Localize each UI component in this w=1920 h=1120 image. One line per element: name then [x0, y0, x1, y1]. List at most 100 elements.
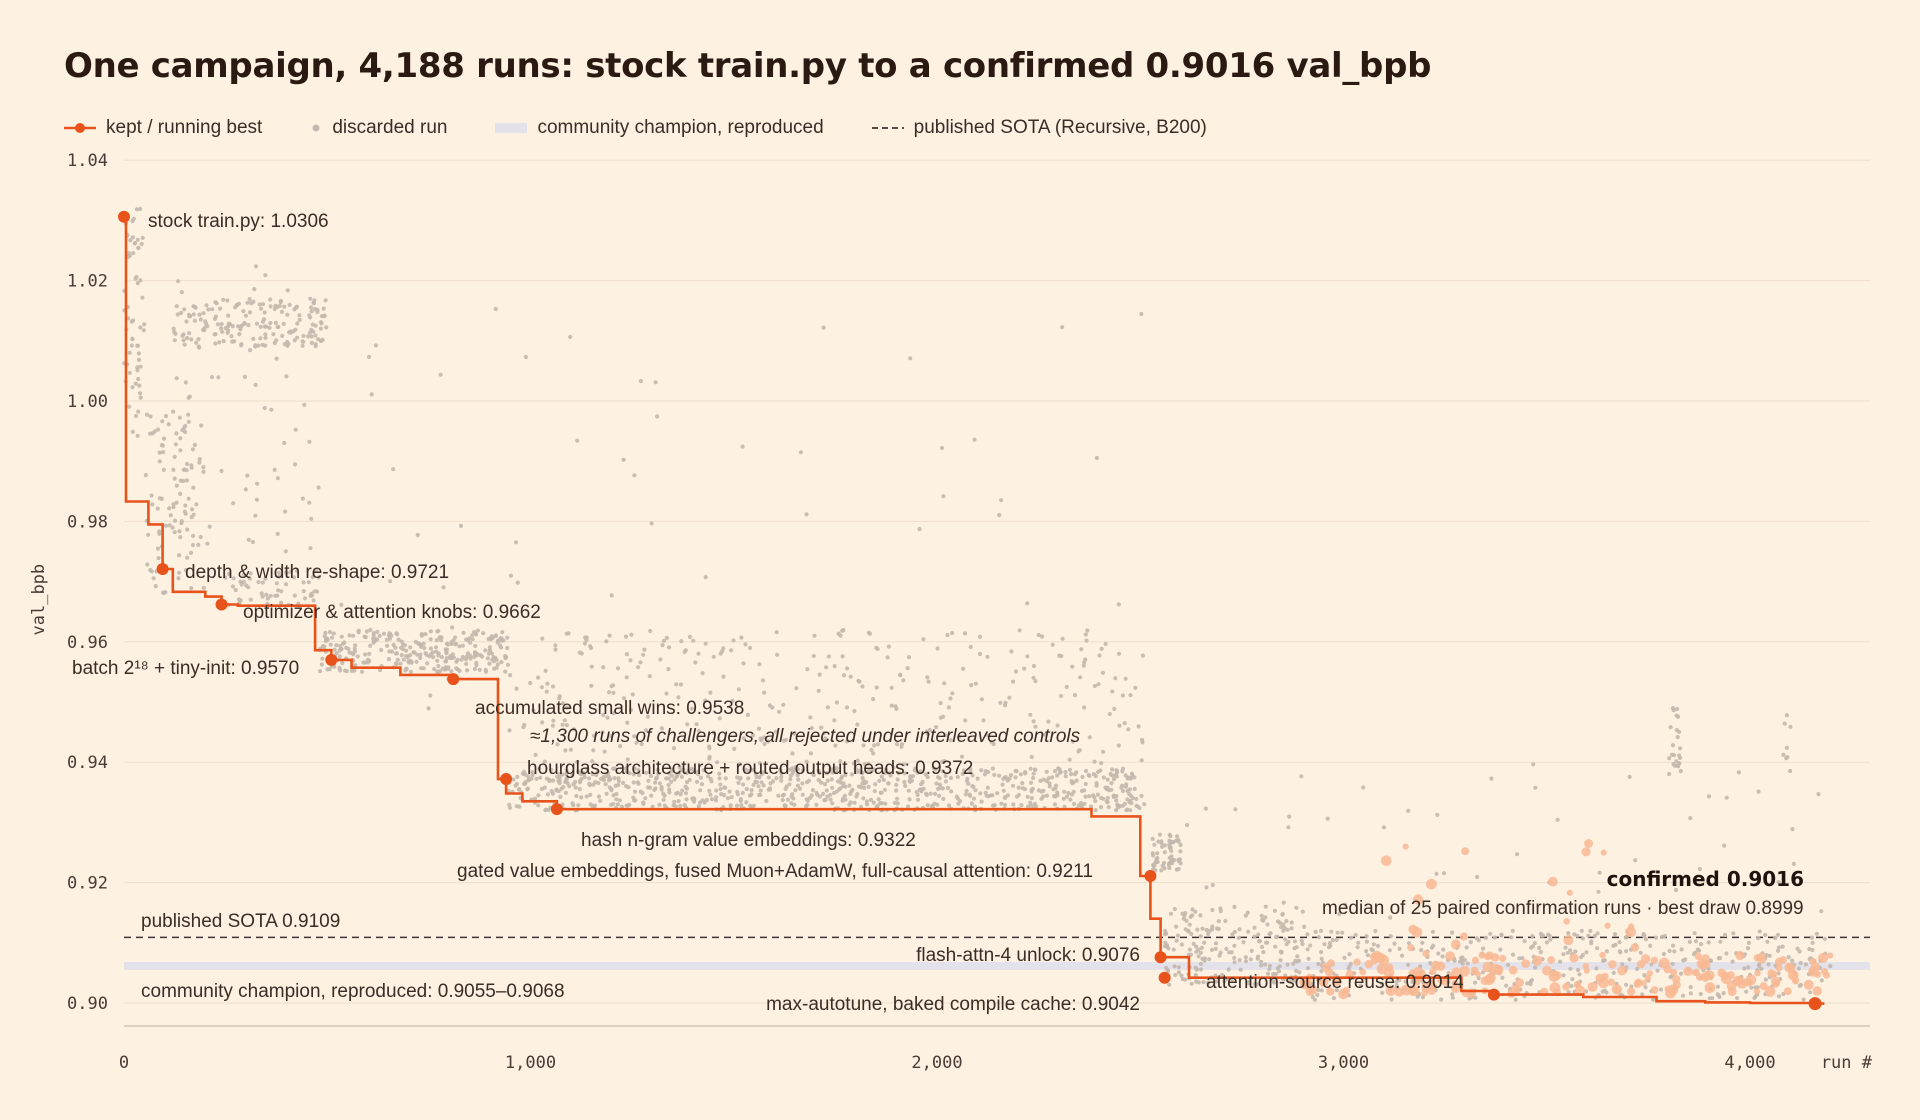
discarded-point — [463, 657, 468, 662]
discarded-point — [1029, 796, 1034, 801]
discarded-point — [985, 785, 990, 790]
discarded-point — [148, 431, 153, 436]
discarded-point — [946, 705, 952, 710]
x-axis-title: run # — [1821, 1053, 1873, 1073]
discarded-point — [523, 354, 529, 360]
discarded-point — [781, 738, 787, 743]
discarded-point — [545, 681, 550, 686]
discarded-point — [172, 454, 177, 459]
discarded-point — [882, 787, 888, 792]
discarded-point — [1196, 980, 1201, 985]
discarded-point — [1513, 997, 1518, 1002]
discarded-point — [950, 630, 955, 636]
discarded-point — [1643, 985, 1648, 990]
discarded-point — [1094, 455, 1099, 461]
discarded-point — [473, 643, 478, 649]
discarded-point — [585, 767, 590, 772]
discarded-point — [739, 803, 744, 808]
confirmation-point — [1408, 924, 1418, 935]
discarded-point — [637, 773, 642, 778]
discarded-point — [960, 771, 965, 777]
discarded-point — [1179, 942, 1184, 947]
discarded-point — [379, 647, 384, 653]
discarded-point — [412, 650, 417, 655]
discarded-point — [1613, 942, 1618, 948]
discarded-point — [1122, 721, 1127, 726]
discarded-point — [816, 768, 821, 773]
discarded-point — [505, 635, 510, 640]
discarded-point — [707, 756, 712, 761]
discarded-point — [1279, 949, 1284, 955]
discarded-point — [843, 797, 848, 802]
champion-band — [124, 962, 1870, 970]
discarded-point — [1151, 853, 1156, 858]
discarded-point — [1028, 780, 1034, 785]
discarded-point — [1742, 966, 1747, 971]
discarded-point — [649, 521, 654, 526]
discarded-point — [1474, 936, 1479, 941]
discarded-point — [1007, 695, 1012, 700]
discarded-point — [337, 654, 342, 659]
discarded-point — [276, 588, 281, 593]
discarded-point — [938, 701, 943, 706]
discarded-point — [178, 491, 183, 496]
discarded-point — [1566, 931, 1571, 936]
discarded-point — [428, 637, 433, 642]
confirmation-point — [1791, 973, 1798, 980]
discarded-point — [1039, 789, 1044, 794]
discarded-point — [751, 782, 756, 788]
discarded-point — [531, 708, 536, 713]
discarded-point — [694, 722, 699, 727]
discarded-point — [648, 773, 654, 779]
discarded-point — [138, 364, 143, 369]
discarded-point — [130, 385, 135, 390]
discarded-point — [201, 311, 206, 316]
confirmation-point — [1597, 977, 1609, 989]
discarded-point — [199, 423, 204, 428]
discarded-point — [636, 767, 641, 773]
discarded-point — [373, 637, 378, 642]
discarded-point — [560, 722, 565, 727]
discarded-point — [131, 216, 136, 221]
discarded-point — [448, 654, 453, 659]
discarded-point — [1220, 972, 1225, 977]
discarded-point — [590, 804, 595, 809]
discarded-point — [1227, 950, 1232, 955]
discarded-point — [311, 301, 316, 306]
discarded-point — [1078, 800, 1084, 806]
discarded-point — [1232, 904, 1237, 910]
discarded-point — [901, 678, 906, 683]
discarded-point — [1120, 766, 1126, 771]
confirmation-point — [1809, 967, 1816, 974]
discarded-point — [256, 580, 261, 585]
confirmation-point — [1628, 923, 1635, 930]
discarded-point — [431, 655, 436, 660]
confirmation-point — [1407, 944, 1415, 952]
discarded-point — [917, 526, 922, 532]
discarded-point — [413, 639, 418, 645]
discarded-point — [1538, 931, 1543, 936]
discarded-point — [1128, 776, 1133, 781]
discarded-point — [805, 667, 810, 672]
discarded-point — [1441, 871, 1447, 876]
discarded-point — [1095, 769, 1101, 775]
discarded-point — [777, 709, 782, 714]
discarded-point — [1569, 983, 1574, 989]
discarded-point — [1001, 788, 1006, 793]
discarded-point — [174, 304, 179, 309]
discarded-point — [1159, 839, 1164, 844]
discarded-point — [868, 797, 874, 803]
confirmation-point — [1385, 985, 1397, 996]
discarded-point — [664, 776, 669, 781]
discarded-point — [508, 673, 513, 678]
discarded-point — [1271, 972, 1276, 977]
discarded-point — [988, 793, 993, 798]
discarded-point — [879, 774, 884, 779]
discarded-point — [1388, 915, 1393, 920]
discarded-point — [907, 778, 913, 783]
discarded-point — [1072, 693, 1078, 698]
discarded-point — [161, 467, 166, 472]
discarded-point — [1763, 977, 1768, 982]
discarded-point — [689, 706, 695, 711]
discarded-point — [789, 801, 794, 806]
